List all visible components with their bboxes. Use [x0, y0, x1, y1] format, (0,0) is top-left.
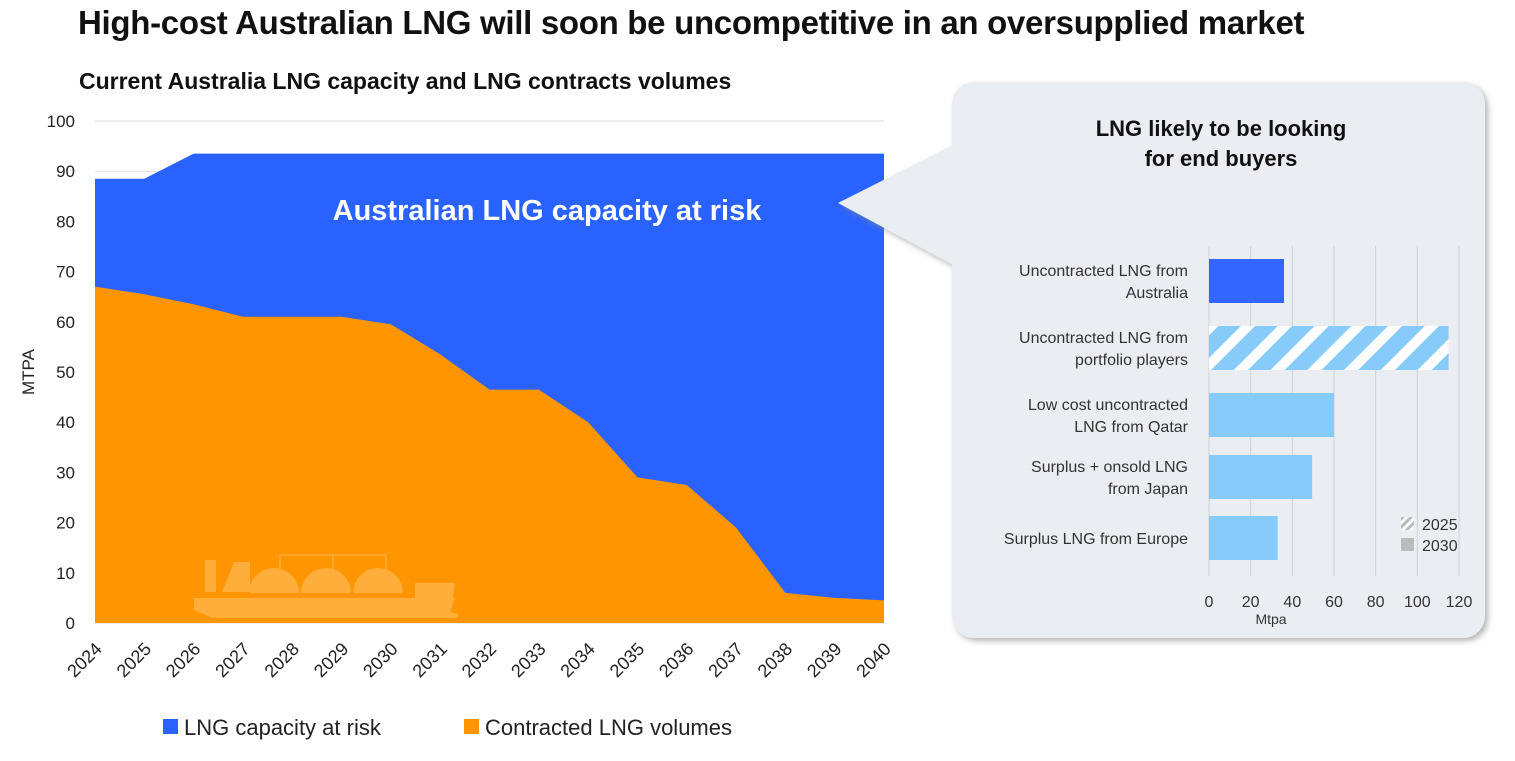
x-tick-label: 60 — [1325, 594, 1343, 611]
x-axis-label: Mtpa — [1255, 611, 1286, 627]
y-tick-label: 50 — [56, 363, 75, 382]
right-chart-title-line2: for end buyers — [1145, 146, 1298, 171]
page-title: High-cost Australian LNG will soon be un… — [78, 4, 1305, 41]
category-label: Australia — [1126, 285, 1188, 302]
legend-label-2025: 2025 — [1422, 517, 1458, 534]
x-tick-label: 2030 — [359, 639, 401, 681]
y-tick-label: 30 — [56, 463, 75, 482]
legend-label-capacity: LNG capacity at risk — [184, 715, 382, 740]
legend-label-contracted: Contracted LNG volumes — [485, 715, 732, 740]
legend-swatch-2025 — [1401, 517, 1414, 530]
category-label: Uncontracted LNG from — [1019, 330, 1188, 347]
category-label: portfolio players — [1075, 352, 1188, 369]
bar — [1209, 393, 1334, 437]
x-tick-label: 2024 — [63, 639, 105, 681]
left-chart-title: Current Australia LNG capacity and LNG c… — [79, 68, 732, 94]
x-tick-label: 2037 — [704, 639, 746, 681]
x-tick-label: 2029 — [310, 639, 352, 681]
right-chart-title-line1: LNG likely to be looking — [1096, 116, 1347, 141]
y-tick-label: 80 — [56, 212, 75, 231]
y-tick-label: 60 — [56, 313, 75, 332]
bar — [1209, 455, 1313, 499]
contracted-volumes-area — [95, 286, 884, 623]
x-tick-label: 2036 — [655, 639, 697, 681]
x-tick-label: 2038 — [754, 639, 796, 681]
x-tick-label: 2032 — [458, 639, 500, 681]
y-axis-label: MTPA — [19, 348, 38, 395]
category-label: Uncontracted LNG from — [1019, 263, 1188, 280]
category-label: Surplus LNG from Europe — [1004, 531, 1188, 548]
legend-swatch-2030 — [1401, 538, 1414, 551]
y-tick-label: 70 — [56, 263, 75, 282]
x-tick-label: 2034 — [556, 639, 598, 681]
y-tick-label: 40 — [56, 413, 75, 432]
x-tick-label: 20 — [1242, 594, 1260, 611]
legend-label-2030: 2030 — [1422, 538, 1458, 555]
x-tick-label: 2028 — [261, 639, 303, 681]
legend-swatch-capacity — [163, 719, 178, 734]
y-tick-label: 20 — [56, 514, 75, 533]
x-tick-label: 2026 — [162, 639, 204, 681]
y-tick-label: 100 — [47, 112, 75, 131]
x-tick-label: 100 — [1404, 594, 1431, 611]
x-tick-label: 2027 — [211, 639, 253, 681]
x-tick-label: 2033 — [507, 639, 549, 681]
bar — [1209, 259, 1284, 303]
bar — [1209, 516, 1278, 560]
x-tick-label: 2035 — [606, 639, 648, 681]
category-label: LNG from Qatar — [1074, 419, 1188, 436]
y-tick-label: 90 — [56, 162, 75, 181]
x-tick-label: 2039 — [803, 639, 845, 681]
x-tick-label: 40 — [1283, 594, 1301, 611]
x-tick-label: 0 — [1205, 594, 1214, 611]
ship-icon — [194, 554, 458, 618]
y-tick-label: 10 — [56, 564, 75, 583]
x-tick-label: 120 — [1446, 594, 1473, 611]
category-label: Surplus + onsold LNG — [1031, 459, 1188, 476]
x-tick-label: 2025 — [113, 639, 155, 681]
x-tick-label: 2031 — [409, 639, 451, 681]
bar — [1209, 326, 1449, 370]
category-label: from Japan — [1108, 481, 1188, 498]
category-label: Low cost uncontracted — [1028, 397, 1188, 414]
legend-swatch-contracted — [464, 719, 479, 734]
capacity-at-risk-annotation: Australian LNG capacity at risk — [333, 195, 763, 227]
y-tick-label: 0 — [66, 614, 75, 633]
x-tick-label: 2040 — [852, 639, 894, 681]
x-tick-label: 80 — [1367, 594, 1385, 611]
